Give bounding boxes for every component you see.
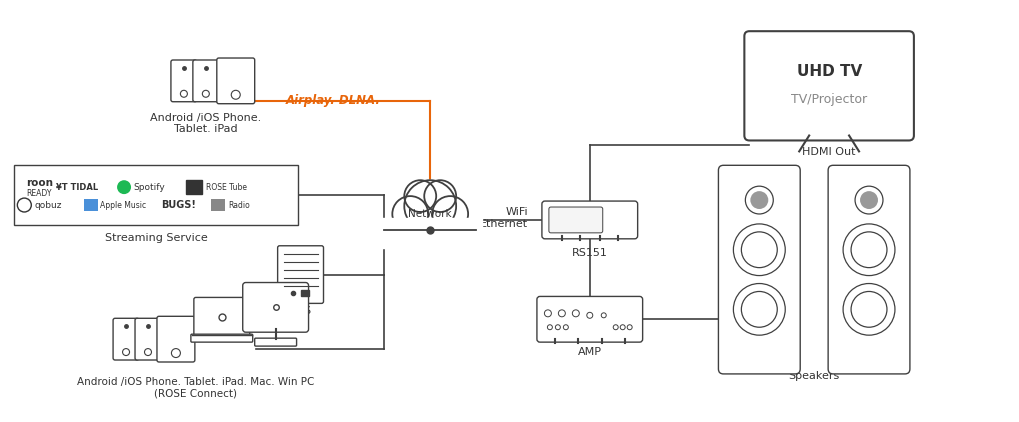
FancyBboxPatch shape	[717, 165, 800, 374]
Text: Radio: Radio	[227, 200, 250, 210]
FancyBboxPatch shape	[191, 334, 253, 342]
Text: RS151: RS151	[572, 248, 607, 258]
FancyBboxPatch shape	[548, 207, 602, 233]
Circle shape	[424, 180, 455, 212]
Circle shape	[859, 191, 877, 209]
Text: qobuz: qobuz	[35, 200, 62, 210]
Text: BUGS!: BUGS!	[161, 200, 196, 210]
Text: Speakers: Speakers	[788, 371, 839, 381]
FancyBboxPatch shape	[541, 201, 637, 239]
FancyBboxPatch shape	[135, 318, 161, 360]
Text: Apple Music: Apple Music	[100, 200, 146, 210]
Text: UHD TV: UHD TV	[796, 65, 861, 79]
Text: Network: Network	[408, 209, 451, 219]
Text: roon: roon	[26, 178, 53, 188]
Bar	[301, 290, 309, 296]
Circle shape	[117, 180, 130, 194]
Bar	[211, 199, 224, 211]
Circle shape	[432, 196, 468, 232]
Bar	[14, 165, 298, 225]
FancyBboxPatch shape	[157, 316, 195, 362]
FancyBboxPatch shape	[217, 58, 255, 104]
Bar	[185, 180, 202, 194]
Text: READY: READY	[26, 189, 52, 197]
FancyBboxPatch shape	[744, 31, 913, 141]
FancyBboxPatch shape	[827, 165, 909, 374]
FancyBboxPatch shape	[171, 60, 197, 102]
Text: Spotify: Spotify	[132, 183, 165, 192]
Text: ROSE Tube: ROSE Tube	[206, 183, 247, 192]
Text: ¥T TIDAL: ¥T TIDAL	[56, 183, 98, 192]
FancyBboxPatch shape	[277, 246, 323, 303]
FancyBboxPatch shape	[536, 296, 642, 342]
Text: TV/Projector: TV/Projector	[791, 93, 866, 106]
Circle shape	[750, 191, 767, 209]
FancyBboxPatch shape	[193, 60, 219, 102]
Text: Android /iOS Phone.
Tablet. iPad: Android /iOS Phone. Tablet. iPad	[150, 113, 261, 134]
Circle shape	[392, 196, 428, 232]
FancyBboxPatch shape	[255, 338, 297, 346]
Text: AMP: AMP	[577, 347, 601, 357]
FancyBboxPatch shape	[243, 282, 309, 332]
Bar	[378, 218, 482, 248]
Bar	[85, 199, 98, 211]
FancyBboxPatch shape	[194, 298, 250, 337]
Text: Android /iOS Phone. Tablet. iPad. Mac. Win PC
(ROSE Connect): Android /iOS Phone. Tablet. iPad. Mac. W…	[77, 377, 314, 398]
Circle shape	[404, 180, 436, 212]
Text: Streaming Service: Streaming Service	[105, 233, 207, 243]
Text: HDMI Out: HDMI Out	[802, 147, 855, 157]
Text: NAS: NAS	[288, 306, 312, 316]
Text: WiFi
Ethernet: WiFi Ethernet	[479, 207, 528, 229]
FancyBboxPatch shape	[113, 318, 139, 360]
Text: Airplay. DLNA.: Airplay. DLNA.	[285, 94, 380, 107]
Circle shape	[404, 180, 455, 232]
